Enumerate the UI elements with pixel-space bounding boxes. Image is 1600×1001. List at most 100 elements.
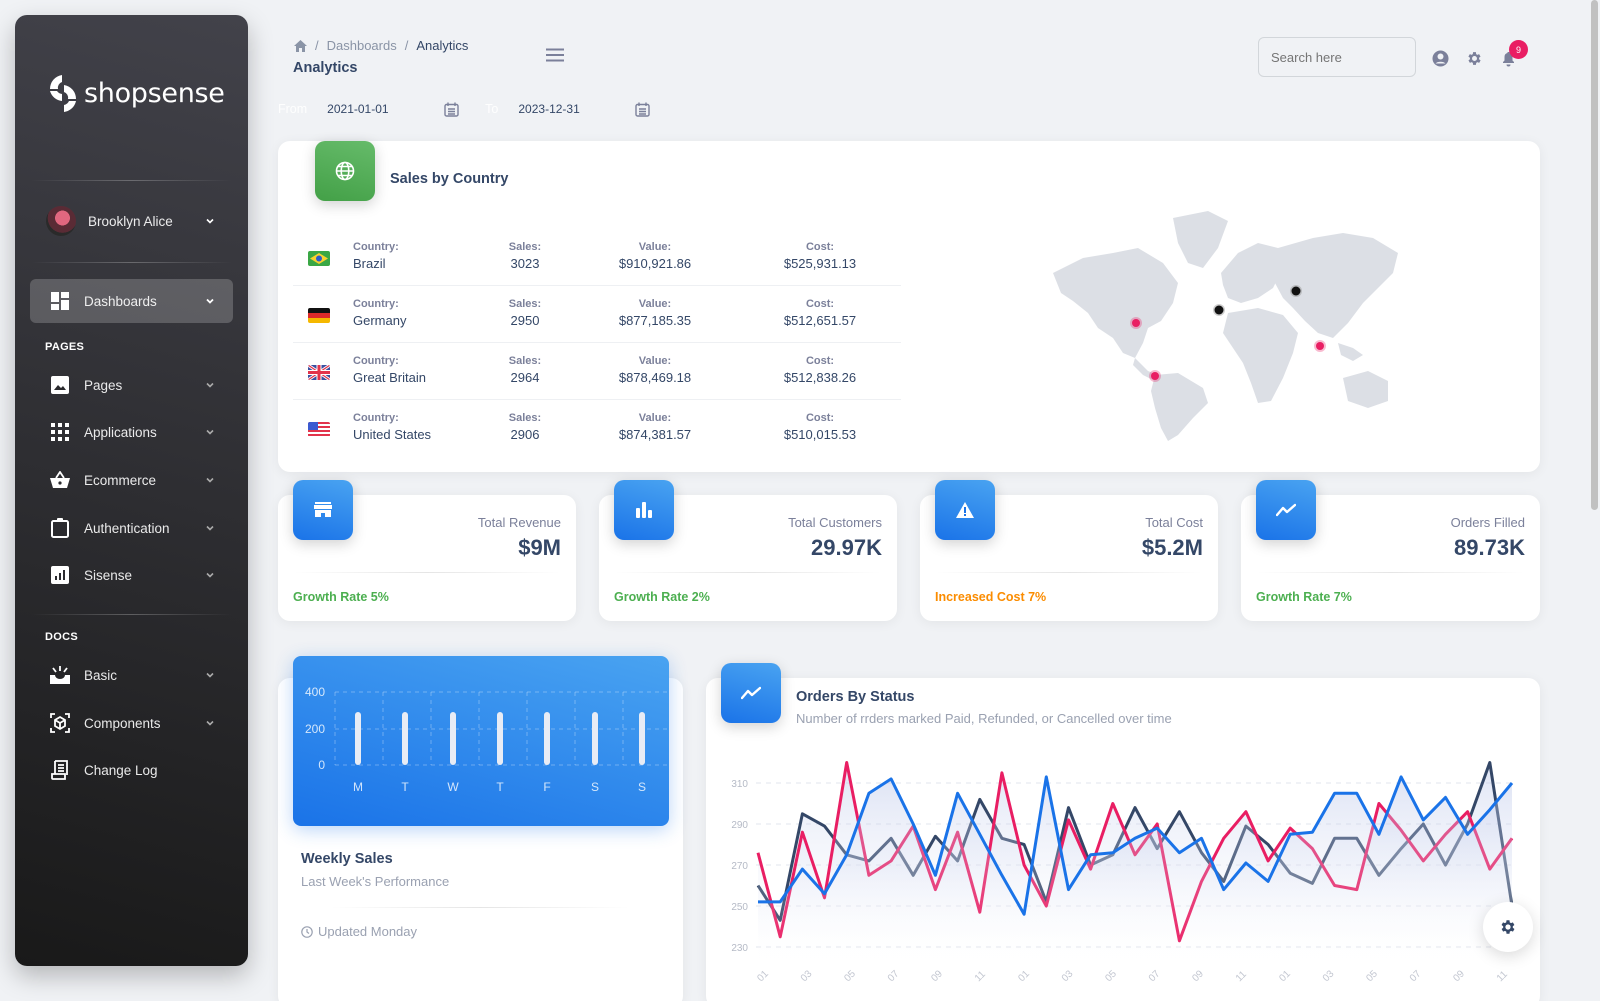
sidebar-item-pages[interactable]: Pages <box>30 363 233 407</box>
date-from-label: From <box>278 102 308 116</box>
card-title: Sales by Country <box>390 171 509 187</box>
avatar <box>46 206 76 236</box>
breadcrumb-current: Analytics <box>416 38 469 53</box>
country-name: Brazil <box>353 256 386 271</box>
stat-footer: Growth Rate 5% <box>293 590 389 604</box>
sidebar-item-basic[interactable]: Basic <box>30 653 233 697</box>
search-input[interactable] <box>1258 37 1416 77</box>
stat-value: 89.73K <box>1454 535 1525 560</box>
account-icon[interactable] <box>1432 50 1449 67</box>
store-icon <box>314 502 332 517</box>
date-from-input[interactable]: 2021-01-01 <box>317 94 467 124</box>
x-tick: 09 <box>1190 968 1206 984</box>
home-icon[interactable] <box>294 39 307 52</box>
stat-icon-tile <box>614 480 674 540</box>
notification-badge: 9 <box>1509 40 1528 59</box>
chevron-down-icon <box>206 477 214 483</box>
orders-by-status-chart[interactable]: 310 290 270 250 230 01 03 05 07 09 11 01 03 05 07… <box>706 750 1540 1001</box>
sales-label: Sales: <box>508 241 542 253</box>
x-tick: T <box>496 780 504 794</box>
country-label: Country: <box>353 412 399 424</box>
chevron-down-icon <box>206 382 214 388</box>
divider <box>935 572 1203 573</box>
sidebar-item-authentication[interactable]: Authentication <box>30 506 233 550</box>
stat-label: Orders Filled <box>1450 515 1525 530</box>
brand-logo[interactable]: shopsense <box>44 71 225 115</box>
warning-icon <box>956 502 974 518</box>
sales-value: 2950 <box>510 313 540 328</box>
sales-by-country-card: Sales by Country Country: Brazil Sales: 30… <box>278 141 1540 472</box>
sidebar-item-label: Applications <box>84 424 157 440</box>
stat-label: Total Revenue <box>477 515 561 530</box>
divider <box>1256 572 1525 573</box>
date-to-value: 2023-12-31 <box>518 102 580 116</box>
analytics-icon <box>50 565 70 585</box>
x-tick: W <box>447 780 459 794</box>
chevron-down-icon <box>206 525 214 531</box>
settings-fab-button[interactable] <box>1483 902 1533 952</box>
x-tick: S <box>591 780 599 794</box>
table-row[interactable]: Country: Brazil Sales: 3023 Value: $910,921… <box>293 229 901 286</box>
gear-icon <box>1501 920 1515 934</box>
x-tick: 03 <box>1321 968 1337 984</box>
stat-icon-tile <box>1256 480 1316 540</box>
weekly-sales-chart[interactable]: 400 200 0 M T W T F S S <box>293 656 669 826</box>
orders-by-status-subtitle: Number of rrders marked Paid, Refunded, … <box>796 711 1172 726</box>
value-label: Value: <box>638 298 672 310</box>
orders-by-status-title: Orders By Status <box>796 689 915 705</box>
cost-label: Cost: <box>805 241 835 253</box>
stat-card-orders-filled: Orders Filled 89.73K Growth Rate 7% <box>1241 480 1540 621</box>
breadcrumb-dashboards[interactable]: Dashboards <box>326 38 397 53</box>
globe-icon <box>335 161 355 181</box>
country-name: Great Britain <box>353 370 426 385</box>
sidebar-item-label: Change Log <box>84 762 158 778</box>
section-label-docs: DOCS <box>45 631 78 643</box>
page-scrollbar[interactable] <box>1591 0 1598 510</box>
sidebar-item-applications[interactable]: Applications <box>30 410 233 454</box>
value-label: Value: <box>638 412 672 424</box>
hamburger-menu-icon[interactable] <box>546 48 564 62</box>
cost-label: Cost: <box>805 298 835 310</box>
chevron-down-icon <box>206 720 214 726</box>
sidebar-item-dashboards[interactable]: Dashboards <box>30 279 233 323</box>
stat-icon-tile <box>293 480 353 540</box>
sidebar-item-label: Authentication <box>84 520 170 536</box>
x-tick: S <box>638 780 646 794</box>
table-row[interactable]: Country: Germany Sales: 2950 Value: $877,18… <box>293 286 901 343</box>
sidebar-item-ecommerce[interactable]: Ecommerce <box>30 458 233 502</box>
sidebar-item-components[interactable]: Components <box>30 701 233 745</box>
y-tick: 290 <box>731 820 748 831</box>
x-tick: 03 <box>1060 968 1076 984</box>
date-to-input[interactable]: 2023-12-31 <box>508 94 658 124</box>
cost-label: Cost: <box>805 412 835 424</box>
divider <box>31 614 232 615</box>
sales-label: Sales: <box>508 298 542 310</box>
sidebar-item-label: Components <box>84 715 161 731</box>
sidebar-item-label: Pages <box>84 377 123 393</box>
user-menu[interactable]: Brooklyn Alice <box>30 199 233 243</box>
x-tick: 11 <box>973 969 988 984</box>
basket-icon <box>50 470 70 490</box>
calendar-icon[interactable] <box>444 102 459 117</box>
stat-card-total-cost: Total Cost $5.2M Increased Cost 7% <box>920 480 1218 621</box>
settings-icon[interactable] <box>1466 50 1483 67</box>
map-markers <box>1130 285 1326 382</box>
x-tick: T <box>401 780 409 794</box>
table-row[interactable]: Country: Great Britain Sales: 2964 Value: $… <box>293 343 901 400</box>
x-tick: 11 <box>1234 969 1249 984</box>
trending-icon <box>1276 503 1296 517</box>
germany-flag-icon <box>308 308 330 323</box>
chevron-down-icon <box>206 218 214 224</box>
world-map[interactable] <box>1043 203 1403 443</box>
country-label: Country: <box>353 298 399 310</box>
x-tick: 09 <box>929 968 945 984</box>
sidebar-item-change-log[interactable]: Change Log <box>30 748 233 792</box>
table-row[interactable]: Country: United States Sales: 2906 Value: $… <box>293 400 901 457</box>
country-label: Country: <box>353 241 399 253</box>
sidebar-item-sisense[interactable]: Sisense <box>30 553 233 597</box>
y-tick: 230 <box>731 943 748 954</box>
date-range: From 2021-01-01 To 2023-12-31 <box>278 94 676 124</box>
calendar-icon[interactable] <box>635 102 651 117</box>
stat-value: 29.97K <box>811 535 882 560</box>
x-tick: 11 <box>1495 969 1510 984</box>
